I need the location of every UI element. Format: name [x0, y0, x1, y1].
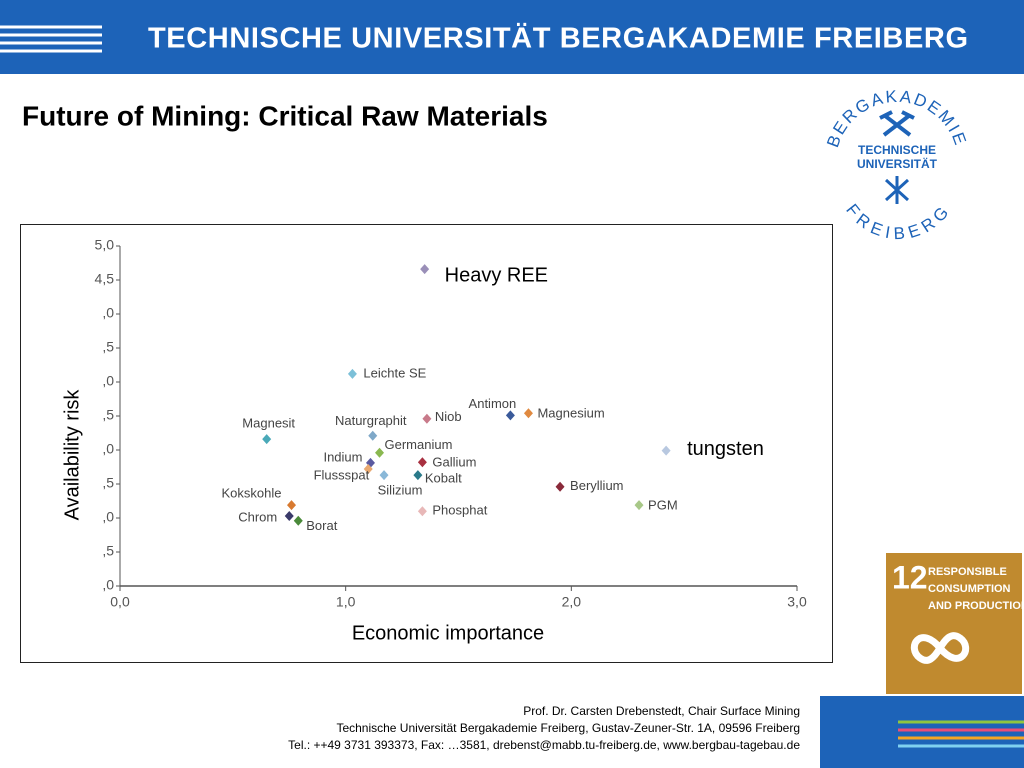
- x-tick-label: 1,0: [336, 594, 356, 610]
- point: [262, 434, 272, 445]
- footer-line: Technische Universität Bergakademie Frei…: [336, 721, 800, 735]
- point-label: Indium: [323, 449, 362, 464]
- y-tick-label: ,0: [102, 305, 114, 321]
- header-bar: [0, 0, 1024, 74]
- point: [293, 515, 303, 526]
- header-stripes: [0, 25, 102, 53]
- x-axis-label: Economic importance: [352, 622, 544, 644]
- logo-hammers: [879, 110, 915, 137]
- y-tick-label: ,5: [102, 407, 114, 423]
- point-label: Silizium: [378, 483, 423, 498]
- point-label: Magnesium: [537, 406, 604, 421]
- point: [422, 413, 432, 424]
- sdg-box: [886, 553, 1022, 694]
- point: [287, 500, 297, 511]
- point: [417, 457, 427, 468]
- point: [634, 500, 644, 511]
- y-tick-label: ,5: [102, 475, 114, 491]
- y-tick-label: 5,0: [95, 237, 115, 253]
- y-tick-label: ,0: [102, 373, 114, 389]
- y-tick-label: ,0: [102, 577, 114, 593]
- point: [661, 445, 671, 456]
- point-label: Leichte SE: [363, 365, 426, 380]
- footer-line: Tel.: ++49 3731 393373, Fax: …3581, dreb…: [288, 738, 800, 752]
- point: [363, 464, 373, 475]
- y-tick-label: ,0: [102, 441, 114, 457]
- point-label: Chrom: [238, 509, 277, 524]
- point: [347, 368, 357, 379]
- footer-stripes: [898, 720, 1024, 748]
- point-label: Niob: [435, 409, 462, 424]
- sdg-text: CONSUMPTION: [928, 583, 1011, 595]
- point: [368, 430, 378, 441]
- chart: 0,0 1,0 2,0 3,0 ,0 ,5 ,0 ,5 ,0 ,5 ,0 ,5 ,0 4,5 5,0 Econ…: [61, 237, 807, 645]
- point: [379, 470, 389, 481]
- sdg-text: AND PRODUCTION: [928, 600, 1024, 612]
- point-label: Heavy REE: [445, 264, 548, 286]
- point-label: Antimon: [469, 396, 517, 411]
- point: [555, 481, 565, 492]
- point: [284, 510, 294, 521]
- point-label: Naturgraphit: [335, 413, 407, 428]
- point-label: Germanium: [385, 437, 453, 452]
- point-label: Borat: [306, 518, 337, 533]
- logo-line1: TECHNISCHE: [858, 143, 936, 157]
- x-tick-label: 0,0: [110, 594, 130, 610]
- point-label: PGM: [648, 498, 678, 513]
- y-axis-label: Availability risk: [61, 389, 83, 521]
- y-tick-label: ,5: [102, 543, 114, 559]
- logo-symbol: [884, 176, 910, 204]
- y-tick-label: 4,5: [95, 271, 115, 287]
- footer-block: [820, 696, 1024, 768]
- point-label: Flussspat: [314, 467, 370, 482]
- point: [523, 408, 533, 419]
- slide-title: Future of Mining: Critical Raw Materials: [22, 100, 548, 131]
- point: [417, 506, 427, 517]
- sdg-text: RESPONSIBLE: [928, 566, 1007, 578]
- point: [505, 410, 515, 421]
- point-label: Phosphat: [432, 503, 487, 518]
- footer-line: Prof. Dr. Carsten Drebenstedt, Chair Sur…: [523, 704, 800, 718]
- x-tick-label: 2,0: [562, 594, 582, 610]
- point-label: Magnesit: [242, 416, 295, 431]
- point: [375, 447, 385, 458]
- chart-frame: [20, 224, 833, 663]
- sdg-number: 12: [892, 559, 928, 595]
- point: [413, 470, 423, 481]
- x-tick-label: 3,0: [787, 594, 807, 610]
- point-label: Kobalt: [425, 471, 462, 486]
- point-label: Gallium: [432, 455, 476, 470]
- header-title: TECHNISCHE UNIVERSITÄT BERGAKADEMIE FREI…: [148, 22, 968, 55]
- point-label: Beryllium: [570, 478, 623, 493]
- point: [420, 264, 430, 275]
- y-tick-label: ,0: [102, 509, 114, 525]
- point-label: tungsten: [687, 438, 764, 460]
- sdg-icon: [911, 632, 969, 664]
- logo-line2: UNIVERSITÄT: [857, 156, 938, 171]
- point-label: Kokskohle: [222, 486, 282, 501]
- y-tick-label: ,5: [102, 339, 114, 355]
